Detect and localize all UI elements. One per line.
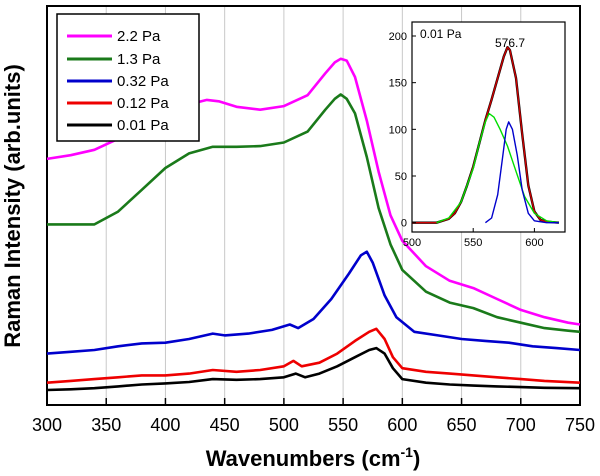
x-tick-label-550: 550 [328, 415, 358, 435]
inset-x-tick-label-500: 500 [403, 237, 421, 249]
inset-series-layer [412, 46, 560, 224]
inset-y-tick-label-50: 50 [395, 171, 407, 183]
inset-label: 0.01 Pa [420, 27, 462, 41]
x-axis-ticks: 300 350 400 450 500 550 600 650 700 750 [32, 398, 595, 435]
inset-y-tick-label-100: 100 [389, 124, 407, 136]
x-tick-label-450: 450 [210, 415, 240, 435]
series-line-0-01-pa [46, 346, 581, 392]
inset-y-tick-label-200: 200 [389, 31, 407, 43]
inset-line-fit [412, 46, 559, 224]
legend: 2.2 Pa 1.3 Pa 0.32 Pa 0.12 Pa 0.01 Pa [56, 13, 200, 142]
x-tick-label-750: 750 [565, 415, 595, 435]
inset-x-tick-label-600: 600 [525, 237, 543, 249]
x-tick-label-650: 650 [447, 415, 477, 435]
legend-label-0-32pa: 0.32 Pa [117, 73, 169, 90]
inset-peak-label: 576.7 [495, 36, 525, 50]
legend-label-2-2pa: 2.2 Pa [117, 28, 161, 45]
series-line-1-3-pa [47, 93, 581, 334]
x-tick-label-600: 600 [387, 415, 417, 435]
x-axis-title: Wavenumbers (cm-1) [206, 444, 421, 471]
inset-line-component-2 [484, 121, 559, 224]
inset-ticks: 500 550 600 0 50 100 150 200 [389, 31, 544, 249]
x-tick-label-500: 500 [269, 415, 299, 435]
inset-y-tick-label-150: 150 [389, 78, 407, 90]
series-line-0-32-pa [46, 250, 581, 355]
legend-label-0-12pa: 0.12 Pa [117, 95, 169, 112]
x-tick-label-350: 350 [91, 415, 121, 435]
inset-line-component-1 [436, 112, 560, 224]
x-tick-label-700: 700 [506, 415, 536, 435]
x-tick-label-300: 300 [32, 415, 62, 435]
inset-x-tick-label-550: 550 [464, 237, 482, 249]
inset-chart: 500 550 600 0 50 100 150 200 0.01 Pa 576.7 [389, 21, 566, 249]
x-tick-label-400: 400 [150, 415, 180, 435]
series-line-0-12-pa [46, 327, 581, 384]
inset-y-tick-label-0: 0 [401, 218, 407, 230]
legend-label-1-3pa: 1.3 Pa [117, 51, 161, 68]
legend-label-0-01pa: 0.01 Pa [117, 117, 169, 134]
y-axis-title: Raman Intensity (arb.units) [0, 64, 25, 348]
inset-frame [411, 21, 566, 233]
